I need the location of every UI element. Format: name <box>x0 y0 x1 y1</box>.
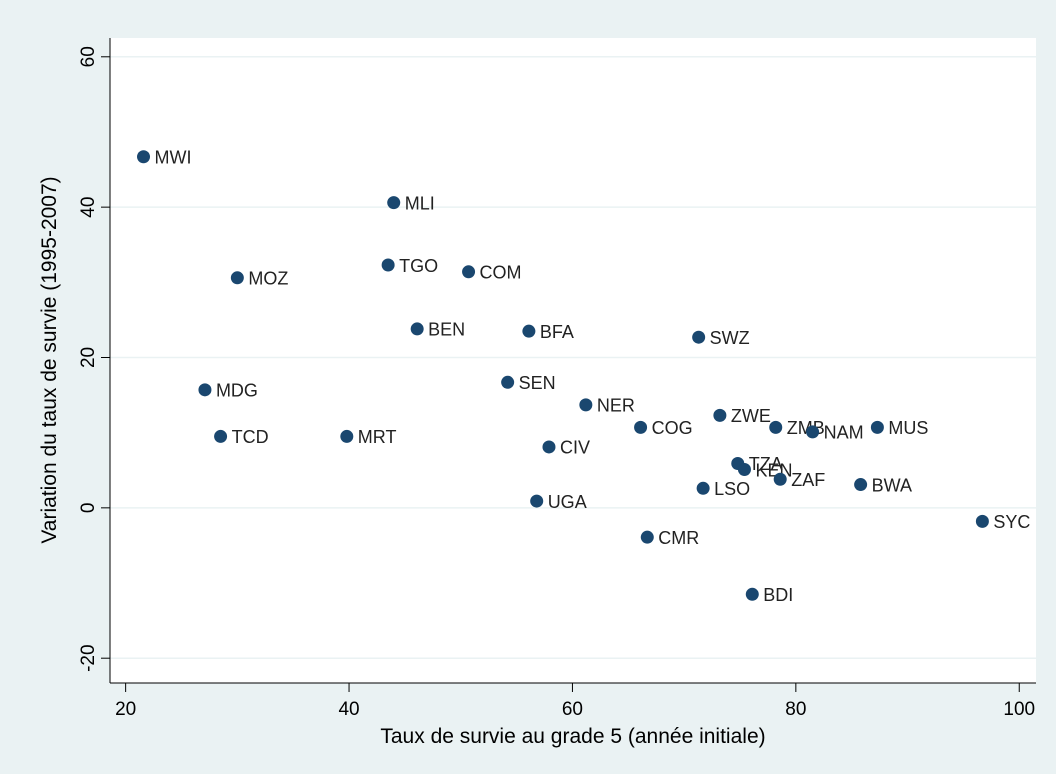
point <box>462 265 476 279</box>
point <box>745 587 759 601</box>
point <box>214 429 228 443</box>
point <box>387 196 401 210</box>
point-label: TZA <box>749 454 783 474</box>
y-axis-title: Variation du taux de survie (1995-2007) <box>38 176 61 543</box>
point-label: MWI <box>155 148 192 168</box>
point-label: MLI <box>405 193 435 213</box>
point-label: COM <box>480 263 522 283</box>
point-label: LSO <box>714 479 750 499</box>
point <box>230 271 244 285</box>
x-tick-label: 60 <box>562 699 583 720</box>
point <box>579 398 593 412</box>
point-label: KEN <box>755 460 792 480</box>
point <box>137 150 151 164</box>
point <box>806 425 820 439</box>
point <box>522 324 536 338</box>
point <box>530 494 544 508</box>
point-label: CIV <box>560 438 590 458</box>
y-tick-label: 20 <box>78 347 99 368</box>
point <box>381 258 395 272</box>
x-axis-title: Taux de survie au grade 5 (année initial… <box>380 725 765 748</box>
point <box>542 440 556 454</box>
point <box>769 420 783 434</box>
y-tick-label: -20 <box>78 644 99 671</box>
point-label: MOZ <box>248 269 288 289</box>
point-label: MDG <box>216 381 258 401</box>
x-tick-label: 80 <box>785 699 806 720</box>
point <box>198 383 212 397</box>
point-label: MRT <box>358 427 397 447</box>
point <box>870 420 884 434</box>
y-tick-label: 60 <box>78 46 99 67</box>
point <box>410 322 424 336</box>
point-label: TGO <box>399 256 438 276</box>
x-tick-label: 40 <box>338 699 359 720</box>
x-tick-label: 20 <box>115 699 136 720</box>
point-label: UGA <box>548 492 587 512</box>
point <box>634 420 648 434</box>
point <box>737 463 751 477</box>
point <box>773 472 787 486</box>
point <box>640 530 654 544</box>
y-tick-label: 0 <box>78 503 99 514</box>
point <box>340 429 354 443</box>
point-label: BFA <box>540 322 574 342</box>
point <box>975 514 989 528</box>
point-label: BWA <box>872 475 912 495</box>
point-label: SEN <box>519 373 556 393</box>
point-label: ZMB <box>787 418 825 438</box>
y-tick-label: 40 <box>78 197 99 218</box>
point <box>692 330 706 344</box>
point <box>501 375 515 389</box>
point-label: COG <box>652 418 693 438</box>
point-label: ZAF <box>791 470 825 490</box>
point-label: MUS <box>888 418 928 438</box>
point-label: CMR <box>658 528 699 548</box>
point-label: NAM <box>824 423 864 443</box>
point-label: BDI <box>763 585 793 605</box>
x-tick-label: 100 <box>1003 699 1035 720</box>
point-label: SYC <box>993 512 1030 532</box>
point <box>854 478 868 492</box>
plot-area <box>110 38 1036 683</box>
point-label: NER <box>597 396 635 416</box>
point-label: BEN <box>428 320 465 340</box>
point-label: ZWE <box>731 406 771 426</box>
point <box>713 408 727 422</box>
point <box>696 481 710 495</box>
point-label: TCD <box>232 427 269 447</box>
point-label: SWZ <box>710 328 750 348</box>
